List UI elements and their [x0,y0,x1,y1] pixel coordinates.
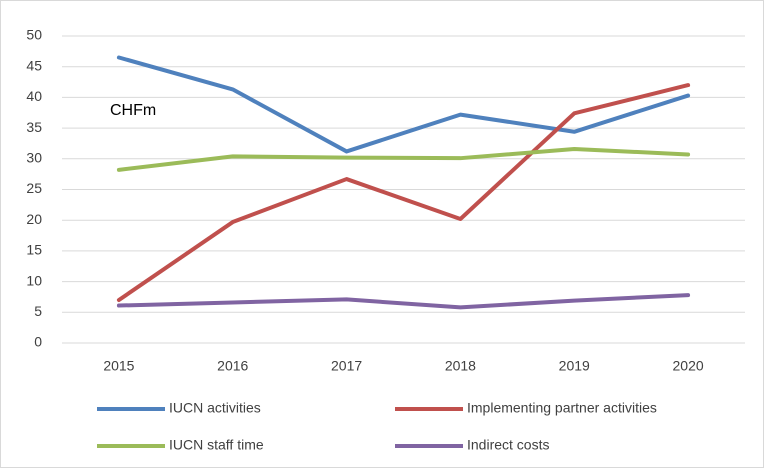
y-tick-label: 40 [26,88,42,104]
series-line [116,83,691,303]
series-line [116,55,691,154]
series-line [116,293,691,310]
x-tick-label: 2016 [217,358,248,374]
legend-label: IUCN staff time [169,437,264,453]
y-tick-label: 5 [34,303,42,319]
legend-label: Indirect costs [467,437,549,453]
y-tick-label: 45 [26,57,42,73]
y-tick-label: 0 [34,334,42,350]
x-tick-label: 2018 [445,358,476,374]
legend-label: Implementing partner activities [467,400,657,416]
y-tick-label: 10 [26,272,42,288]
x-tick-label: 2020 [673,358,704,374]
legend-label: IUCN activities [169,400,261,416]
y-tick-label: 30 [26,150,42,166]
y-tick-label: 50 [26,27,42,43]
series-line [116,146,691,172]
y-tick-label: 25 [26,180,42,196]
y-tick-label: 20 [26,211,42,227]
unit-annotation: CHFm [110,102,156,119]
y-tick-label: 35 [26,119,42,135]
y-tick-label: 15 [26,242,42,258]
x-tick-label: 2015 [103,358,134,374]
x-tick-label: 2019 [559,358,590,374]
x-tick-label: 2017 [331,358,362,374]
